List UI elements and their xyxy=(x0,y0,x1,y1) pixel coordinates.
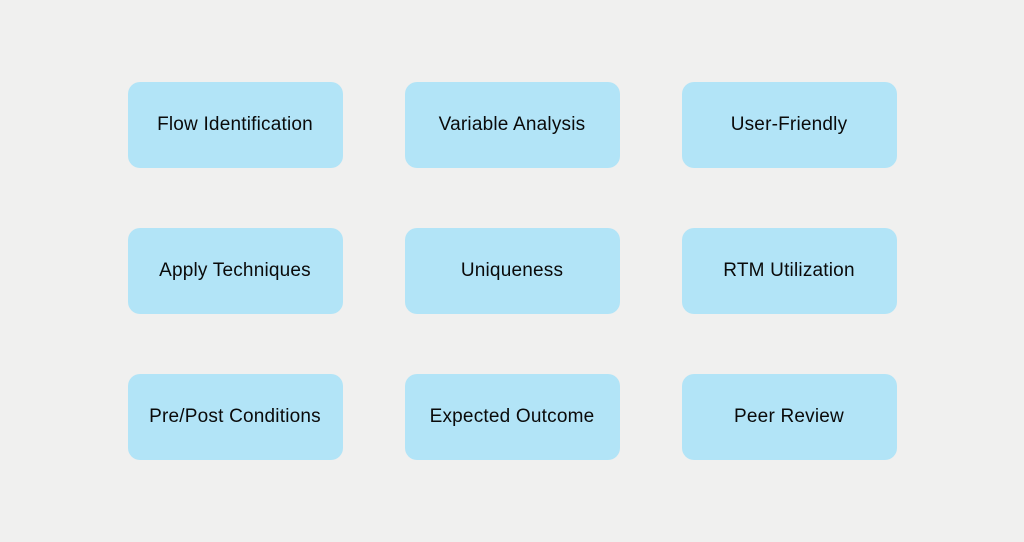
card-user-friendly: User-Friendly xyxy=(682,82,897,168)
card-label: User-Friendly xyxy=(731,113,848,138)
card-label: Flow Identification xyxy=(157,113,313,138)
card-label: Apply Techniques xyxy=(159,259,311,284)
card-label: Expected Outcome xyxy=(430,405,595,430)
card-label: Peer Review xyxy=(734,405,844,430)
card-grid: Flow Identification Variable Analysis Us… xyxy=(128,82,897,460)
card-apply-techniques: Apply Techniques xyxy=(128,228,343,314)
card-rtm-utilization: RTM Utilization xyxy=(682,228,897,314)
card-variable-analysis: Variable Analysis xyxy=(405,82,620,168)
card-uniqueness: Uniqueness xyxy=(405,228,620,314)
card-label: Pre/Post Conditions xyxy=(149,405,321,430)
card-label: RTM Utilization xyxy=(723,259,854,284)
card-flow-identification: Flow Identification xyxy=(128,82,343,168)
card-label: Uniqueness xyxy=(461,259,563,284)
card-peer-review: Peer Review xyxy=(682,374,897,460)
card-pre-post-conditions: Pre/Post Conditions xyxy=(128,374,343,460)
card-expected-outcome: Expected Outcome xyxy=(405,374,620,460)
card-label: Variable Analysis xyxy=(439,113,586,138)
